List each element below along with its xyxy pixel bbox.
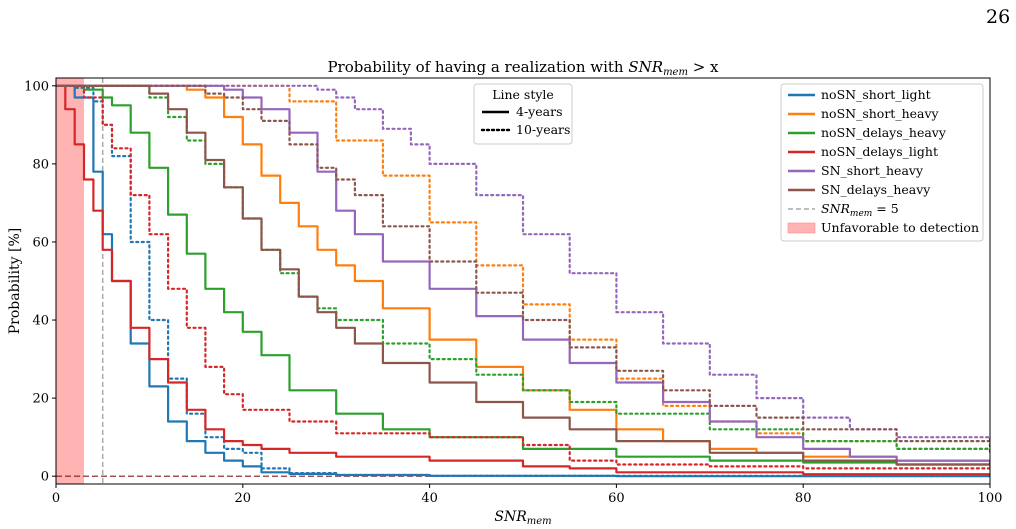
page-number: 26: [986, 6, 1011, 28]
series-line-nosn-short-heavy-solid: [56, 84, 990, 465]
series-line-nosn-delays-heavy-dotted: [56, 84, 990, 454]
series-line-nosn-delays-light-solid: [56, 84, 990, 476]
series-line-sn-delays-heavy-solid: [56, 84, 990, 466]
legend-label: noSN_delays_light: [821, 144, 938, 159]
y-tick-label: 60: [32, 235, 49, 250]
legend-label: noSN_short_heavy: [821, 106, 940, 121]
series-legend-box: [780, 83, 984, 242]
y-tick-label: 100: [24, 79, 49, 94]
line-style-legend-title: Line style: [492, 87, 554, 102]
x-tick-label: 60: [608, 491, 625, 506]
x-axis-label: SNRmem: [494, 509, 551, 527]
unfavorable-region: [56, 78, 85, 484]
series-line-sn-short-heavy-dotted: [56, 84, 990, 447]
y-tick-label: 40: [32, 314, 49, 329]
legend-label: SNRmem = 5: [821, 201, 899, 219]
series-line-sn-delays-heavy-dotted: [56, 84, 990, 450]
plot-frame: [55, 77, 991, 485]
x-tick-label: 80: [795, 491, 812, 506]
x-tick-label: 40: [421, 491, 438, 506]
y-tick-label: 20: [32, 392, 49, 407]
x-tick-label: 100: [978, 491, 1003, 506]
legend-label: Unfavorable to detection: [821, 220, 979, 235]
legend: Line style 4-years 10-years noSN_short_ligh…: [473, 83, 984, 242]
legend-label: SN_delays_heavy: [821, 182, 931, 197]
line-style-legend-label: 4-years: [516, 104, 562, 119]
series-line-nosn-delays-heavy-solid: [56, 84, 990, 467]
y-axis-label: Probability [%]: [7, 228, 23, 334]
legend-label: noSN_delays_heavy: [821, 125, 947, 140]
legend-swatch: [787, 222, 816, 234]
line-style-legend-label: 10-years: [516, 122, 570, 137]
legend-label: SN_short_heavy: [821, 163, 924, 178]
axes: 0 20 40 60 80 100 0 20 40 60 80 100 Probability of h…: [7, 58, 1002, 527]
x-tick-label: 20: [235, 491, 252, 506]
legend-label: noSN_short_light: [821, 87, 931, 102]
chart-title: Probability of having a realization with…: [327, 58, 719, 78]
y-tick-label: 0: [41, 470, 49, 485]
series-line-nosn-delays-light-dotted: [56, 84, 990, 472]
y-tick-label: 80: [32, 157, 49, 172]
x-tick-label: 0: [52, 491, 60, 506]
series-line-nosn-short-light-solid: [56, 84, 990, 478]
series-line-nosn-short-light-dotted: [56, 84, 990, 478]
